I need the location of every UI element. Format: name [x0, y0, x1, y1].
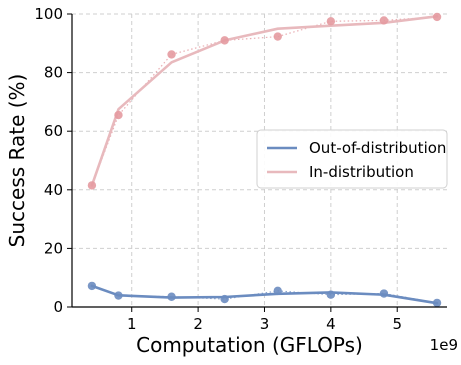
series-in-distribution	[87, 12, 442, 190]
data-point	[379, 16, 389, 25]
axes	[71, 14, 447, 308]
data-point	[273, 286, 282, 296]
ticks: 1 2 3 4 5 0 20 40 60 80 100	[34, 5, 402, 333]
legend: Out-of-distribution In-distribution	[256, 129, 448, 189]
y-axis-title: Success Rate (%)	[5, 74, 29, 248]
x-tick-label: 1	[127, 315, 137, 333]
y-tick-label: 20	[44, 239, 63, 257]
y-tick-label: 80	[44, 64, 63, 82]
x-tick-label: 4	[326, 315, 336, 333]
series-trend-line	[90, 284, 439, 305]
data-point	[114, 110, 123, 120]
data-point	[432, 298, 442, 308]
data-point	[87, 181, 97, 190]
data-point	[432, 12, 442, 22]
x-tick-label: 3	[260, 315, 270, 333]
data-point	[379, 289, 389, 298]
data-point	[87, 281, 97, 291]
series-trend-line	[90, 15, 439, 187]
series-layer	[87, 12, 442, 308]
data-point	[326, 17, 336, 26]
data-point	[326, 290, 336, 299]
x-axis-title: Computation (GFLOPs)	[136, 333, 363, 357]
data-point	[114, 291, 123, 300]
x-tick-label: 2	[193, 315, 203, 333]
data-point	[273, 32, 282, 41]
data-point	[167, 292, 176, 301]
y-tick-label: 100	[34, 5, 63, 23]
data-point	[220, 36, 229, 45]
legend-box	[256, 129, 448, 189]
x-tick-label: 5	[392, 315, 402, 333]
x-axis-offset-label: 1e9	[430, 336, 458, 354]
legend-label: In-distribution	[309, 163, 414, 181]
data-point	[167, 50, 176, 59]
y-tick-label: 40	[44, 181, 63, 199]
series-raw-line	[91, 16, 438, 186]
y-tick-label: 60	[44, 122, 63, 140]
legend-label: Out-of-distribution	[309, 139, 446, 157]
data-point	[220, 294, 229, 304]
series-out-of-distribution	[87, 281, 442, 308]
y-tick-label: 0	[53, 298, 63, 316]
